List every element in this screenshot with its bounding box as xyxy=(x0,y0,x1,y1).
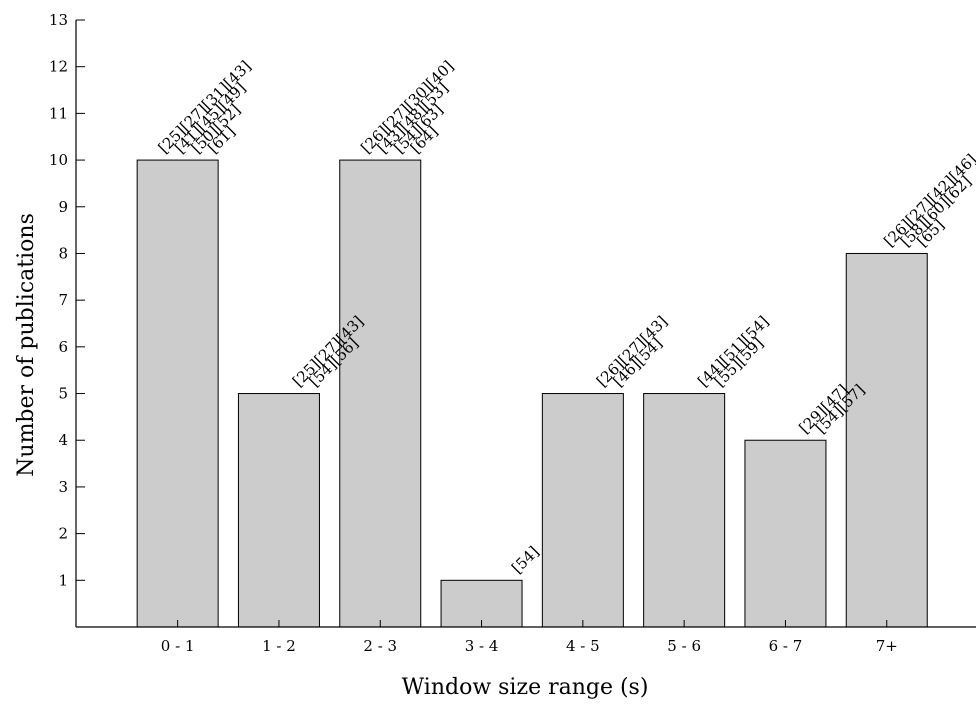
y-tick-label: 7 xyxy=(58,291,68,309)
x-tick-label: 5 - 6 xyxy=(667,637,701,655)
bar-7 xyxy=(744,439,827,628)
bar-8 xyxy=(845,252,928,628)
bar-5 xyxy=(541,393,624,628)
bar-3 xyxy=(339,159,422,628)
x-tick-label: 2 - 3 xyxy=(363,637,397,655)
y-tick-label: 6 xyxy=(58,338,68,356)
bars-group xyxy=(136,159,928,628)
y-tick-label: 5 xyxy=(58,385,68,403)
bar-annotation-6: [44][51][54][55][59] xyxy=(694,312,772,390)
x-tick-label: 0 - 1 xyxy=(161,637,195,655)
bar-annotation-8: [26][27][42][46][58][60][62][65] xyxy=(880,150,976,250)
y-axis-title: Number of publications xyxy=(14,213,39,477)
x-axis: 0 - 1 1 - 2 2 - 3 3 - 4 4 - 5 5 - 6 6 - 7 7+ xyxy=(76,620,976,655)
y-tick-label: 13 xyxy=(49,11,68,29)
x-tick-label: 7+ xyxy=(876,637,898,655)
y-tick-label: 4 xyxy=(58,431,68,449)
y-tick-label: 2 xyxy=(58,525,68,543)
x-axis-title: Window size range (s) xyxy=(402,675,649,700)
x-tick-label: 1 - 2 xyxy=(262,637,296,655)
bar-2 xyxy=(237,393,320,628)
bar-4 xyxy=(440,579,523,628)
bar-annotation-5: [26][27][43][46][54] xyxy=(593,312,671,390)
x-tick-label: 6 - 7 xyxy=(769,637,803,655)
bar-annotation-1: [25][27][31][43][41][45][49][50][52][61] xyxy=(155,57,255,157)
y-tick-label: 3 xyxy=(58,478,68,496)
y-tick-label: 10 xyxy=(49,151,68,169)
bar-annotation-4: [54] xyxy=(508,543,543,578)
bar-6 xyxy=(643,393,726,628)
bar-annotation-line: [54] xyxy=(508,543,543,578)
y-tick-label: 9 xyxy=(58,198,68,216)
y-tick-label: 1 xyxy=(58,571,68,589)
y-tick-label: 8 xyxy=(58,244,68,262)
x-tick-label: 4 - 5 xyxy=(566,637,600,655)
bar-1 xyxy=(136,159,219,628)
y-tick-label: 12 xyxy=(49,58,68,76)
bar-annotation-3: [26][27][30][40][43][48][53][54][63][64] xyxy=(357,57,457,157)
x-tick-label: 3 - 4 xyxy=(465,637,499,655)
y-tick-label: 11 xyxy=(49,104,68,122)
